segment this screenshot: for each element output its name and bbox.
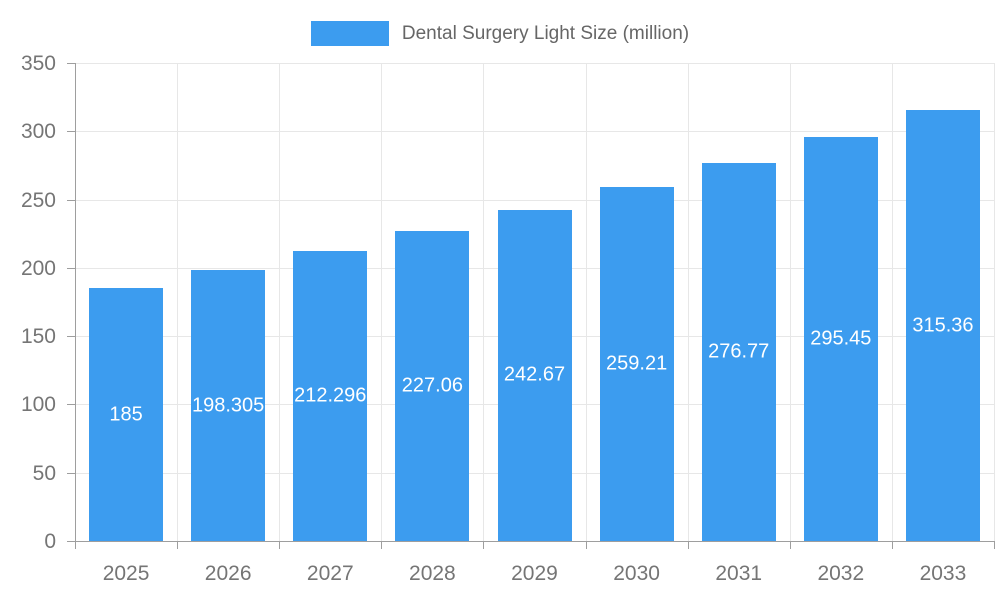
bar[interactable]: 315.36 (905, 110, 980, 541)
bar[interactable]: 212.296 (293, 251, 368, 541)
gridline-vertical (994, 63, 995, 541)
x-axis-tick (483, 541, 484, 549)
bar[interactable]: 185 (89, 288, 164, 541)
gridline-vertical (177, 63, 178, 541)
x-tick-label: 2025 (102, 562, 150, 585)
x-tick-label: 2026 (204, 562, 252, 585)
gridline-horizontal (75, 199, 994, 201)
y-tick-label: 100 (20, 393, 56, 417)
y-axis-tick (67, 336, 75, 338)
gridline-horizontal (75, 131, 994, 133)
x-axis-tick (688, 541, 689, 549)
x-axis-tick (381, 541, 382, 549)
gridline-vertical (483, 63, 484, 541)
y-tick-label: 150 (20, 325, 56, 349)
y-axis-tick (67, 541, 75, 542)
y-tick-label: 50 (32, 461, 56, 485)
bar-value-label: 242.67 (503, 363, 566, 386)
y-axis-tick (67, 404, 75, 406)
y-axis-tick (67, 199, 75, 201)
x-axis-tick (586, 541, 587, 549)
y-axis-tick (67, 267, 75, 269)
y-axis-tick (67, 131, 75, 133)
bar[interactable]: 259.21 (599, 186, 674, 541)
bar[interactable]: 242.67 (497, 209, 572, 541)
x-tick-label: 2029 (511, 562, 558, 585)
y-tick-label: 250 (20, 188, 56, 212)
legend[interactable]: Dental Surgery Light Size (million) (0, 19, 1000, 47)
x-axis-tick (892, 541, 893, 549)
bar-value-label: 185 (109, 403, 143, 426)
x-tick-label: 2028 (409, 562, 456, 585)
x-tick-label: 2032 (817, 562, 865, 585)
x-tick-label: 2031 (715, 562, 763, 585)
bar[interactable]: 198.305 (191, 270, 266, 541)
y-axis-tick (67, 472, 75, 474)
y-tick-label: 300 (20, 120, 56, 144)
gridline-vertical (790, 63, 791, 541)
x-axis-line (75, 541, 995, 542)
y-tick-label: 350 (20, 52, 56, 75)
bar-value-label: 315.36 (912, 314, 974, 337)
legend-swatch-icon (310, 20, 389, 46)
y-axis-tick (67, 63, 75, 64)
bar-value-label: 227.06 (401, 374, 463, 397)
y-tick-label: 200 (20, 256, 56, 280)
gridline-vertical (688, 63, 689, 541)
legend-label: Dental Surgery Light Size (million) (401, 22, 690, 44)
bar[interactable]: 295.45 (803, 137, 878, 541)
bar-value-label: 295.45 (810, 327, 872, 350)
x-tick-label: 2027 (306, 562, 354, 585)
bar-value-label: 212.296 (294, 384, 367, 407)
x-axis-tick (994, 541, 995, 549)
bar[interactable]: 227.06 (395, 230, 470, 541)
gridline-vertical (892, 63, 893, 541)
gridline-vertical (586, 63, 587, 541)
bar-value-label: 198.305 (192, 394, 265, 417)
x-axis-tick (177, 541, 178, 549)
gridline-vertical (279, 63, 280, 541)
gridline-horizontal (75, 63, 994, 64)
y-tick-label: 0 (44, 530, 56, 553)
bar-value-label: 276.77 (708, 340, 770, 363)
x-axis-tick (790, 541, 791, 549)
bar[interactable]: 276.77 (701, 163, 776, 541)
x-axis-tick (279, 541, 280, 549)
x-tick-label: 2030 (613, 562, 660, 585)
x-tick-label: 2033 (919, 562, 967, 585)
bar-value-label: 259.21 (606, 352, 668, 375)
y-axis-line (75, 63, 76, 549)
gridline-vertical (381, 63, 382, 541)
plot-area: 185 198.305 212.296 227.06 242.67 259.21 276.7… (75, 63, 995, 541)
